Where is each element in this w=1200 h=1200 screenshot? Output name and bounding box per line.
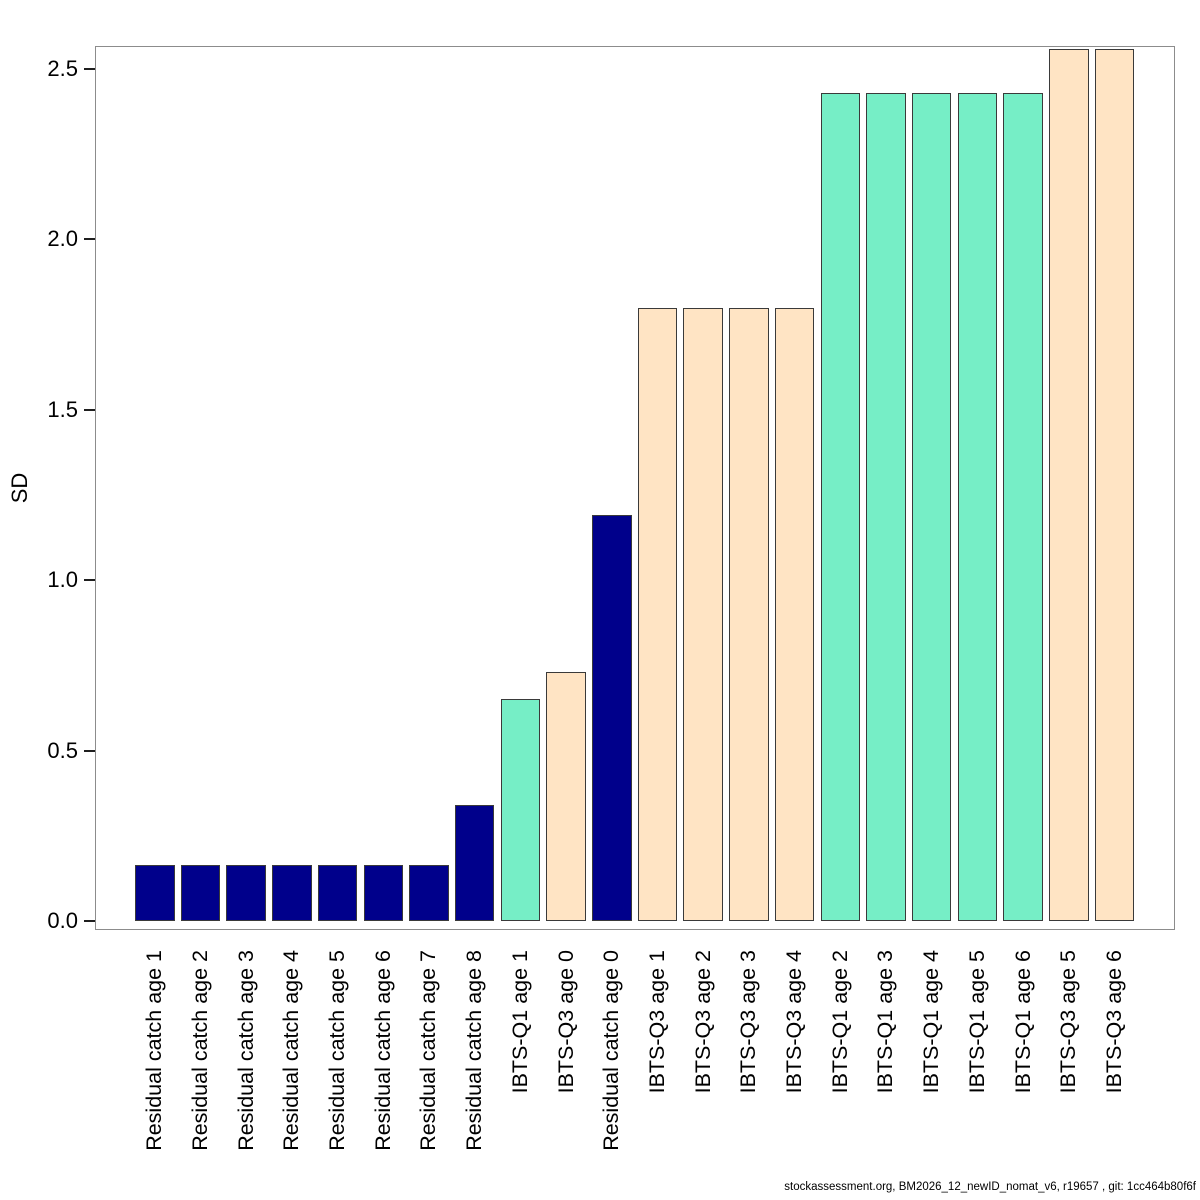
bar: [180, 864, 221, 921]
bar: [774, 307, 815, 921]
x-axis-label: Residual catch age 4: [279, 950, 304, 1151]
y-tick-label: 1.5: [47, 396, 78, 422]
x-axis-label: Residual catch age 7: [416, 950, 441, 1151]
bar: [911, 92, 952, 921]
x-axis-label: Residual catch age 0: [599, 950, 624, 1151]
x-axis-label: IBTS-Q1 age 2: [827, 950, 852, 1094]
x-axis-label: Residual catch age 2: [187, 950, 212, 1151]
x-axis-label: Residual catch age 3: [233, 950, 258, 1151]
bar: [409, 864, 449, 921]
x-axis-label: IBTS-Q1 age 5: [964, 950, 989, 1094]
x-axis-label: IBTS-Q3 age 2: [690, 950, 715, 1094]
x-axis-label: IBTS-Q1 age 1: [507, 950, 532, 1094]
bar: [1094, 48, 1135, 921]
bar: [226, 864, 266, 921]
bar: [1003, 92, 1043, 921]
x-axis-label: IBTS-Q3 age 6: [1101, 950, 1126, 1094]
y-tick-mark: [84, 920, 95, 922]
y-tick-mark: [84, 68, 95, 70]
bar: [454, 805, 495, 921]
bar: [957, 92, 998, 921]
y-tick-mark: [84, 238, 95, 241]
bar: [820, 92, 860, 921]
bar: [135, 864, 175, 921]
x-axis-label: IBTS-Q1 age 4: [919, 950, 944, 1094]
x-axis-label: Residual catch age 5: [325, 950, 350, 1151]
y-tick-label: 0.5: [47, 737, 78, 763]
y-tick-label: 1.0: [47, 567, 78, 593]
bar: [546, 672, 586, 921]
bar: [363, 864, 403, 921]
bar: [866, 92, 906, 921]
bar: [317, 864, 358, 921]
x-axis-label: IBTS-Q1 age 3: [873, 950, 898, 1094]
x-axis-label: IBTS-Q3 age 4: [782, 950, 807, 1094]
x-axis-label: IBTS-Q3 age 0: [553, 950, 578, 1094]
bar: [500, 699, 541, 921]
bar: [729, 307, 769, 921]
y-tick-label: 0.0: [47, 908, 78, 933]
x-axis-label: IBTS-Q1 age 6: [1010, 950, 1035, 1094]
x-axis-label: Residual catch age 1: [142, 950, 167, 1151]
x-axis-label: IBTS-Q3 age 1: [644, 950, 669, 1094]
bar: [1049, 48, 1089, 921]
x-axis-label: Residual catch age 8: [462, 950, 487, 1151]
y-axis-title: SD: [7, 472, 32, 504]
y-tick-label: 2.5: [47, 56, 78, 81]
bar: [637, 307, 678, 921]
x-axis-label: IBTS-Q3 age 5: [1056, 950, 1081, 1094]
y-tick-mark: [84, 408, 95, 411]
footer-text: stockassessment.org, BM2026_12_newID_nom…: [784, 1181, 1196, 1193]
y-tick-mark: [84, 749, 95, 752]
y-tick-label: 2.0: [47, 226, 78, 252]
y-tick-mark: [84, 579, 95, 582]
bar: [272, 864, 312, 921]
bar: [592, 515, 632, 921]
x-axis-label: Residual catch age 6: [370, 950, 395, 1151]
x-axis-label: IBTS-Q3 age 3: [736, 950, 761, 1094]
bar: [683, 307, 723, 921]
